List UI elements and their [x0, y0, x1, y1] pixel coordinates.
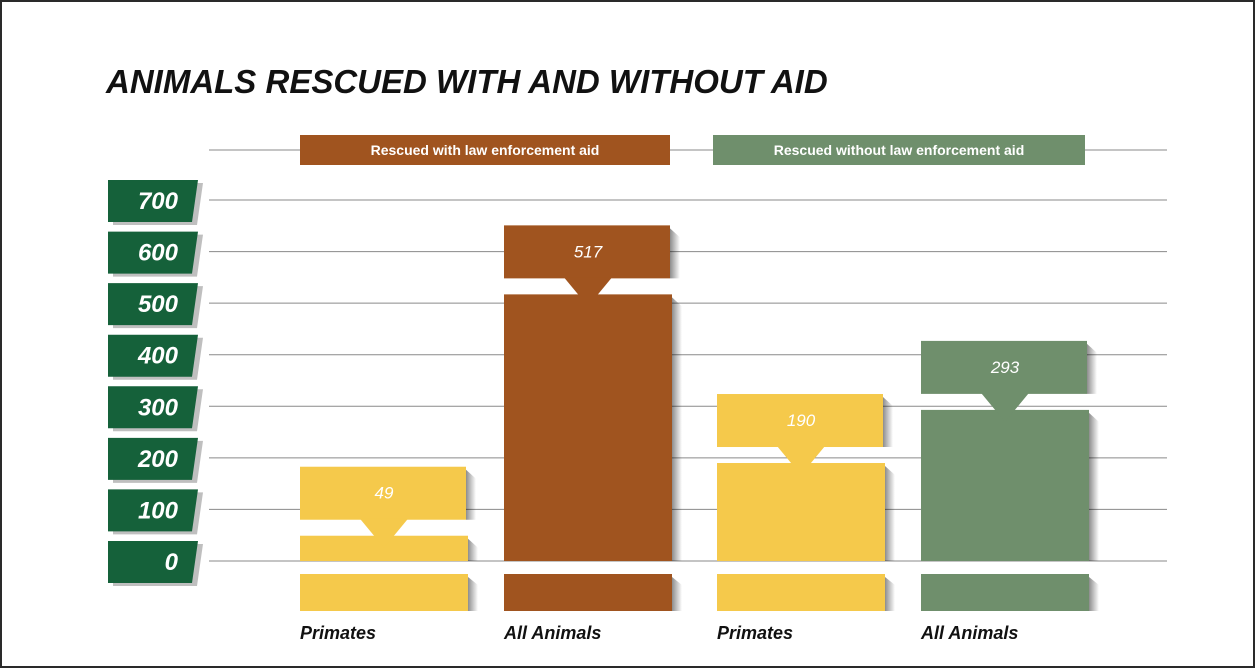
- y-tick-label: 700: [138, 188, 179, 215]
- category-base: [921, 574, 1089, 611]
- callout-shadow: [670, 228, 680, 279]
- value-label: 49: [375, 484, 394, 503]
- bar-shadow: [1089, 412, 1099, 561]
- legend-label: Rescued without law enforcement aid: [774, 142, 1025, 158]
- category-label: All Animals: [503, 623, 601, 643]
- callout-shadow: [883, 397, 893, 448]
- tick-box: [108, 541, 198, 583]
- bar-shadow: [885, 466, 895, 561]
- callout-pointer: [360, 518, 408, 548]
- legend-box: [300, 135, 670, 165]
- value-label: 190: [787, 411, 816, 430]
- base-shadow: [885, 577, 895, 611]
- callout-shadow: [1087, 343, 1097, 394]
- base-shadow: [672, 577, 682, 611]
- value-callout: [717, 394, 883, 448]
- y-tick-label: 600: [138, 240, 179, 267]
- category-base: [717, 574, 885, 611]
- y-tick-label: 400: [137, 343, 179, 370]
- value-callouts: 49 517 190 293: [300, 225, 1097, 548]
- y-tick-label: 200: [137, 446, 179, 473]
- y-tick-label: 500: [138, 291, 179, 318]
- category-base: [504, 574, 672, 611]
- bar-layer: [300, 294, 1099, 561]
- base-shadow: [468, 577, 478, 611]
- value-callout: [300, 466, 466, 520]
- value-callout: [921, 340, 1087, 394]
- tick-box: [108, 386, 198, 429]
- category-base: [300, 574, 468, 611]
- bar: [717, 463, 885, 561]
- tick-box: [108, 231, 198, 274]
- grid-layer: [209, 149, 1167, 562]
- legend-box: [713, 135, 1085, 165]
- y-tick-label: 100: [138, 497, 179, 524]
- tick-box: [108, 437, 198, 480]
- legend-label: Rescued with law enforcement aid: [371, 142, 600, 158]
- callout-shadow: [466, 469, 476, 520]
- category-label: Primates: [717, 623, 793, 643]
- chart-title: ANIMALS RESCUED WITH AND WITHOUT AID: [105, 63, 828, 100]
- callout-pointer: [777, 446, 825, 476]
- base-shadow: [1089, 577, 1099, 611]
- y-axis: 700 600 500 400 300 200 100 0: [108, 180, 203, 586]
- y-tick-label: 0: [165, 549, 179, 576]
- bar: [921, 409, 1089, 561]
- value-callout: [504, 225, 670, 279]
- bar: [504, 294, 672, 561]
- tick-box: [108, 180, 198, 222]
- bar-shadow: [672, 297, 682, 561]
- value-label: 517: [574, 242, 603, 261]
- tick-box: [108, 283, 198, 326]
- category-labels: Primates All Animals Primates All Animals: [300, 623, 1018, 643]
- callout-pointer: [981, 392, 1029, 422]
- value-label: 293: [990, 358, 1020, 377]
- category-bases: [300, 574, 1099, 611]
- tick-box: [108, 489, 198, 532]
- y-tick-label: 300: [138, 394, 179, 421]
- bar-shadow: [468, 538, 478, 561]
- tick-box: [108, 334, 198, 377]
- category-label: All Animals: [920, 623, 1018, 643]
- callout-pointer: [564, 277, 612, 307]
- category-label: Primates: [300, 623, 376, 643]
- legend: Rescued with law enforcement aid Rescued …: [300, 135, 1085, 165]
